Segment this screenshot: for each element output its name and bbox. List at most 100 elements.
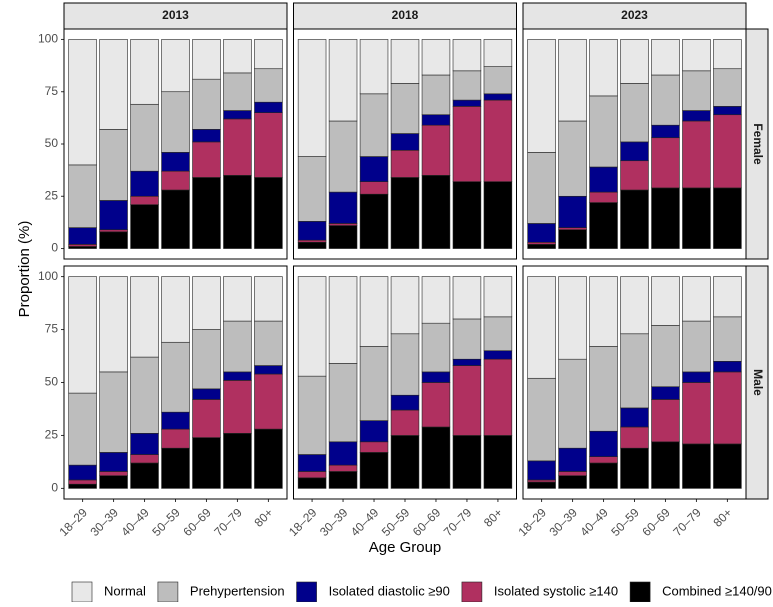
bar-segment (297, 454, 327, 472)
bar-segment (192, 177, 221, 249)
bar-segment (620, 426, 649, 449)
facet-strip (63, 2, 288, 30)
x-tick-label: 40–49 (348, 505, 382, 539)
y-tick-label: 25 (45, 428, 59, 442)
bar-segment (161, 189, 190, 249)
x-tick-label: 18–29 (286, 505, 320, 539)
bar-segment (223, 320, 252, 373)
facet-strip (745, 28, 769, 260)
bar-segment (328, 120, 358, 193)
legend-label: Prehypertension (190, 583, 285, 598)
bar-segment (223, 433, 252, 489)
bar-segment (161, 170, 190, 191)
bar-segment (68, 464, 97, 481)
bar-segment (192, 437, 221, 489)
bar-segment (223, 276, 252, 322)
bar-segment (192, 78, 221, 130)
bar-segment (713, 114, 742, 189)
facet-column-label: 2018 (392, 8, 419, 22)
bar-segment (99, 129, 128, 201)
bar-segment (359, 181, 389, 195)
bar-segment (297, 276, 327, 377)
bar-segment (452, 106, 482, 182)
bar-segment (713, 371, 742, 445)
bar-segment (328, 191, 358, 224)
bar-segment (452, 365, 482, 436)
panel-border (63, 265, 288, 500)
bar-segment (254, 276, 283, 322)
bar-segment (223, 380, 252, 434)
bar-segment (192, 141, 221, 178)
x-tick-label: 80+ (251, 505, 275, 529)
bar-segment (452, 39, 482, 72)
bar-segment (390, 409, 420, 436)
bar-segment (620, 189, 649, 249)
bar-segment (483, 435, 513, 489)
facet-strip (522, 2, 747, 30)
bar-segment (558, 447, 587, 472)
bar-segment (421, 371, 451, 383)
bar-segment (452, 70, 482, 101)
bar-segment (651, 137, 680, 189)
bar-segment (620, 333, 649, 409)
bar-segment (452, 435, 482, 489)
bar-segment (527, 460, 556, 481)
bar-segment (713, 106, 742, 116)
bar-segment (620, 83, 649, 143)
y-tick-label: 50 (45, 375, 59, 389)
bar-segment (713, 187, 742, 249)
bar-segment (328, 441, 358, 466)
bar-segment (421, 426, 451, 489)
bar-segment (651, 325, 680, 388)
bar-segment (254, 39, 283, 70)
bar-segment (713, 316, 742, 362)
legend-swatch (629, 581, 651, 603)
panel-border (293, 265, 517, 500)
bar-segment (68, 164, 97, 228)
bar-segment (682, 110, 711, 122)
bar-segment (483, 358, 513, 436)
bar-segment (558, 229, 587, 249)
bar-segment (254, 68, 283, 103)
bar-segment (68, 479, 97, 485)
bar-segment (161, 341, 190, 413)
bar-segment (130, 276, 159, 358)
x-tick-label: 50–59 (608, 505, 642, 539)
bar-segment (390, 333, 420, 396)
bar-segment (682, 371, 711, 383)
bar-segment (161, 447, 190, 489)
bar-segment (589, 462, 618, 489)
bar-segment (328, 223, 358, 226)
bar-segment (390, 83, 420, 134)
x-tick-label: 50–59 (149, 505, 183, 539)
bar-segment (620, 39, 649, 84)
bar-segment (130, 454, 159, 464)
bar-segment (328, 276, 358, 364)
bar-segment (359, 346, 389, 421)
bar-segment (620, 160, 649, 191)
bar-segment (558, 195, 587, 228)
bar-segment (223, 72, 252, 111)
bar-segment (254, 101, 283, 113)
bar-segment (254, 373, 283, 430)
legend-label: Combined ≥140/90 (662, 583, 772, 598)
bar-segment (297, 241, 327, 249)
bar-segment (359, 276, 389, 347)
bar-segment (99, 231, 128, 249)
x-tick-label: 50–59 (379, 505, 413, 539)
bar-segment (359, 420, 389, 443)
x-tick-label: 60–69 (639, 505, 673, 539)
bar-segment (223, 175, 252, 249)
bar-segment (620, 407, 649, 428)
bar-segment (297, 39, 327, 157)
bar-segment (527, 276, 556, 379)
facet-row-label: Female (751, 123, 765, 165)
bar-segment (527, 244, 556, 249)
bar-segment (527, 479, 556, 483)
bar-segment (452, 358, 482, 366)
bar-segment (254, 112, 283, 178)
bar-segment (527, 377, 556, 462)
bar-segment (527, 223, 556, 243)
bar-segment (483, 276, 513, 318)
bar-segment (99, 471, 128, 476)
